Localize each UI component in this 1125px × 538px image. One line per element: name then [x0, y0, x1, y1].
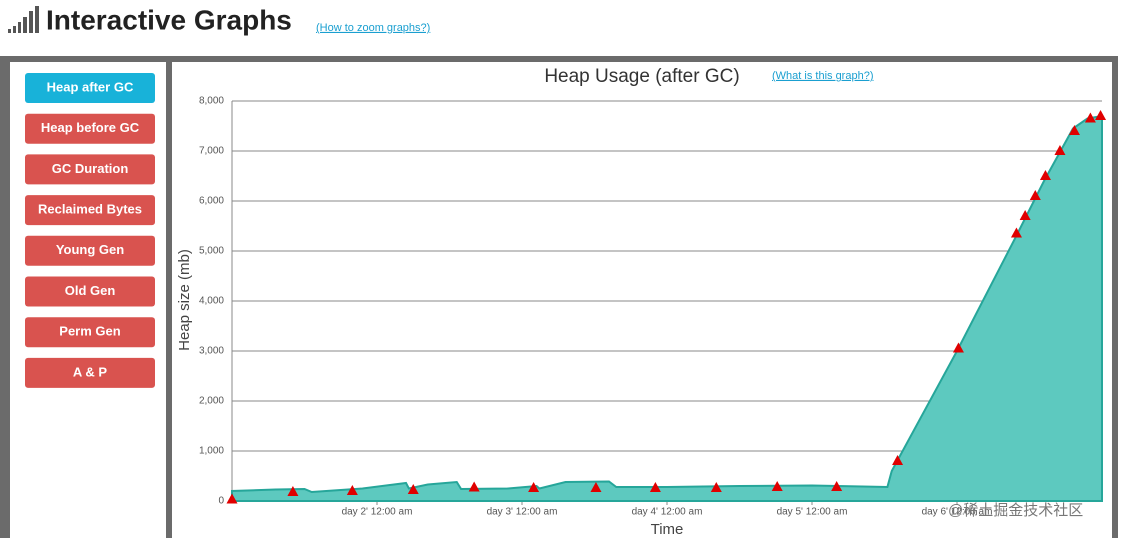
marker: [1029, 190, 1041, 200]
menu-button[interactable]: [25, 235, 155, 266]
marker: [892, 455, 904, 465]
marker: [468, 481, 480, 492]
page-title: Interactive Graphs: [46, 4, 292, 35]
x-tick-label: day 5' 12:00 am: [777, 507, 848, 518]
y-tick-label: 2,000: [199, 396, 224, 407]
chart-title: Heap Usage (after GC): [544, 66, 739, 87]
marker: [1010, 227, 1022, 238]
y-axis-title: Heap size (mb): [176, 249, 193, 351]
marker: [1019, 210, 1031, 220]
x-tick-label: day 3' 12:00 am: [487, 507, 558, 518]
x-tick-label: day 2' 12:00 am: [342, 507, 413, 518]
menu-button[interactable]: [25, 276, 155, 307]
marker: [1084, 112, 1096, 123]
menu-button[interactable]: [25, 73, 155, 103]
graph-help-link[interactable]: (What is this graph?): [772, 70, 873, 82]
marker: [1095, 110, 1107, 120]
signal-icon: [8, 6, 39, 33]
marker: [590, 482, 602, 492]
marker: [287, 486, 299, 496]
menu-button-label[interactable]: A & P: [73, 364, 108, 379]
menu-button-label[interactable]: Reclaimed Bytes: [38, 202, 142, 217]
menu-button-label[interactable]: Heap before GC: [41, 120, 140, 135]
marker: [346, 485, 358, 495]
x-axis-title: Time: [651, 521, 684, 538]
y-tick-label: 3,000: [199, 346, 224, 357]
y-tick-label: 4,000: [199, 296, 224, 307]
menu-button-label[interactable]: GC Duration: [52, 161, 129, 176]
marker: [1054, 145, 1066, 155]
y-tick-label: 6,000: [199, 196, 224, 207]
y-tick-label: 0: [218, 496, 224, 507]
menu-button[interactable]: [25, 357, 155, 388]
marker: [1068, 125, 1080, 135]
marker: [407, 484, 419, 494]
x-tick-label: day 4' 12:00 am: [632, 507, 703, 518]
marker: [528, 482, 540, 492]
marker: [710, 482, 722, 492]
menu-button[interactable]: [25, 113, 155, 144]
menu-button-label[interactable]: Old Gen: [65, 283, 116, 298]
y-tick-label: 7,000: [199, 146, 224, 157]
marker: [649, 482, 661, 492]
menu-button[interactable]: [25, 154, 155, 185]
menu-button[interactable]: [25, 317, 155, 348]
y-tick-label: 1,000: [199, 446, 224, 457]
y-tick-label: 5,000: [199, 246, 224, 257]
watermark: @稀土掘金技术社区: [948, 502, 1083, 519]
marker: [831, 481, 843, 491]
marker: [226, 493, 238, 504]
x-tick-label: day 6' 12:00 am: [922, 507, 993, 518]
menu-button-label[interactable]: Perm Gen: [59, 324, 120, 339]
marker: [952, 342, 964, 353]
menu-button[interactable]: [25, 195, 155, 226]
menu-button-label[interactable]: Heap after GC: [47, 79, 134, 94]
marker: [1039, 170, 1051, 180]
help-link[interactable]: (How to zoom graphs?): [316, 22, 430, 34]
marker: [771, 481, 783, 491]
y-tick-label: 8,000: [199, 96, 224, 107]
menu-button-label[interactable]: Young Gen: [56, 242, 124, 257]
